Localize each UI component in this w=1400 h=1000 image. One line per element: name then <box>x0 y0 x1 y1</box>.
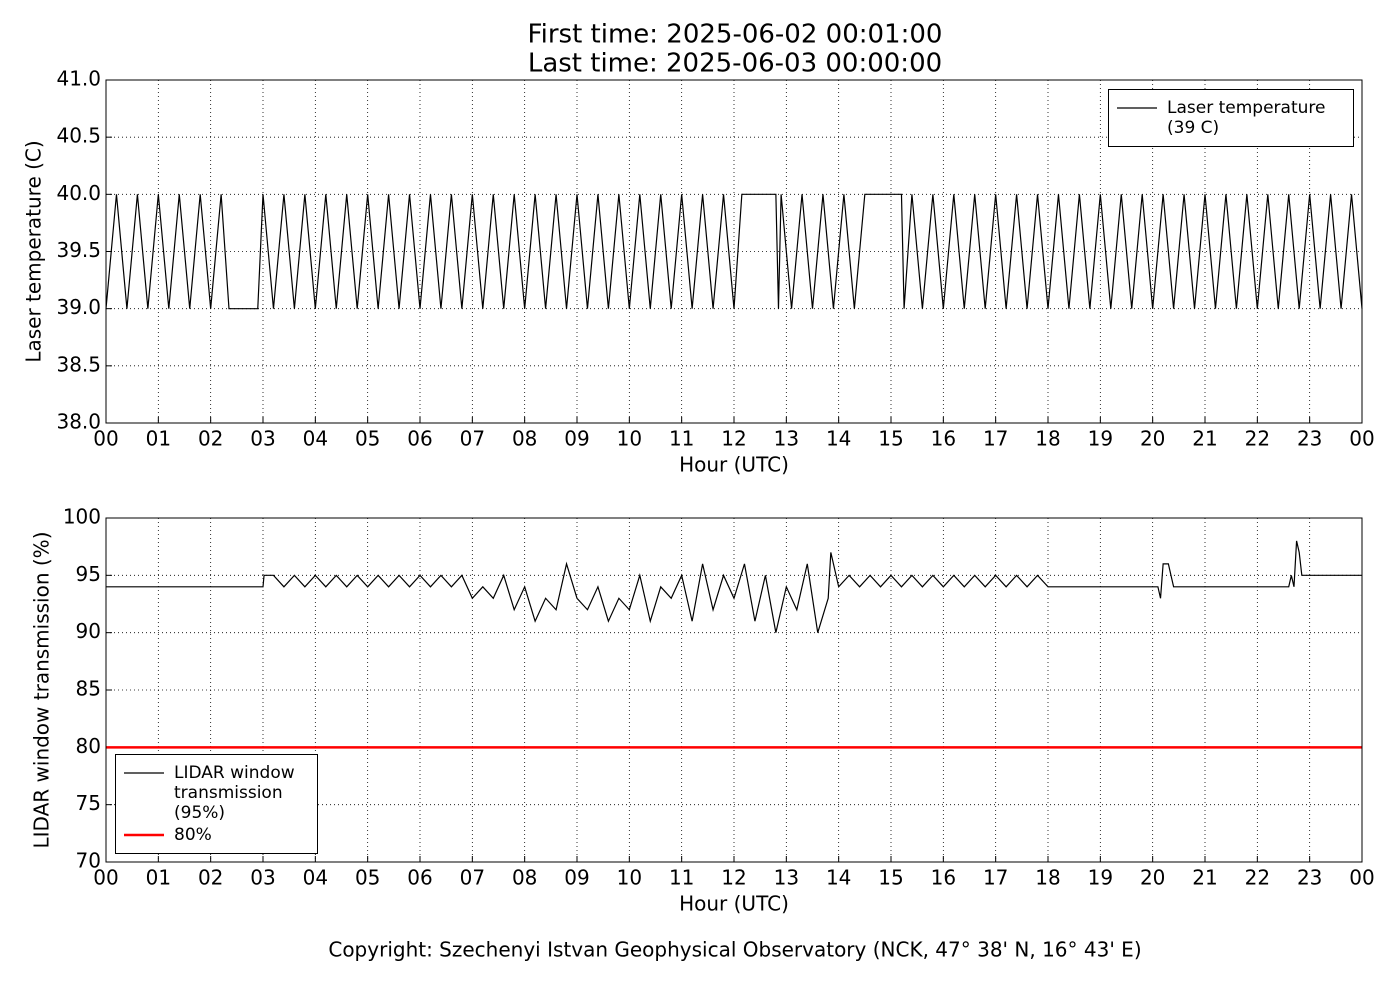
x-tick-label: 01 <box>146 866 171 890</box>
y-tick-label: 80 <box>76 734 101 758</box>
legend-swatch <box>124 833 164 837</box>
y-tick-label: 38.5 <box>56 352 101 376</box>
x-tick-label: 02 <box>198 866 223 890</box>
x-tick-label: 21 <box>1192 427 1217 451</box>
y-tick-label: 40.5 <box>56 124 101 148</box>
y-tick-label: 39.5 <box>56 238 101 262</box>
x-tick-label: 17 <box>983 866 1008 890</box>
x-tick-label: 02 <box>198 427 223 451</box>
x-tick-label: 19 <box>1088 866 1113 890</box>
x-tick-label: 14 <box>826 427 851 451</box>
legend: LIDAR window transmission (95%) 80% <box>115 754 318 854</box>
x-tick-label: 12 <box>721 427 746 451</box>
legend-entry: 80% <box>124 825 309 845</box>
legend-entry: Laser temperature (39 C) <box>1117 98 1345 138</box>
x-tick-label: 15 <box>878 427 903 451</box>
y-tick-label: 38.0 <box>56 410 101 434</box>
x-tick-label: 13 <box>774 866 799 890</box>
legend-label: Laser temperature (39 C) <box>1167 98 1326 138</box>
y-tick-label: 95 <box>76 562 101 586</box>
x-tick-label: 07 <box>460 427 485 451</box>
x-tick-label: 00 <box>1349 866 1374 890</box>
x-tick-label: 07 <box>460 866 485 890</box>
x-tick-label: 17 <box>983 427 1008 451</box>
x-tick-label: 16 <box>931 866 956 890</box>
y-tick-label: 70 <box>76 849 101 873</box>
x-tick-label: 15 <box>878 866 903 890</box>
x-axis-label: Hour (UTC) <box>679 453 789 477</box>
y-tick-label: 39.0 <box>56 295 101 319</box>
data-line <box>106 540 1362 633</box>
x-tick-label: 23 <box>1297 866 1322 890</box>
x-tick-label: 19 <box>1088 427 1113 451</box>
y-tick-label: 75 <box>76 791 101 815</box>
y-tick-label: 85 <box>76 677 101 701</box>
x-tick-label: 14 <box>826 866 851 890</box>
x-tick-label: 00 <box>93 866 118 890</box>
x-tick-label: 11 <box>669 866 694 890</box>
x-tick-label: 08 <box>512 866 537 890</box>
x-tick-label: 18 <box>1035 866 1060 890</box>
x-tick-label: 22 <box>1245 866 1270 890</box>
title-line: Last time: 2025-06-03 00:00:00 <box>528 49 942 79</box>
x-tick-label: 20 <box>1140 427 1165 451</box>
x-tick-label: 01 <box>146 427 171 451</box>
footer: Copyright: Szechenyi Istvan Geophysical … <box>328 938 1141 962</box>
x-axis-label: Hour (UTC) <box>679 892 789 916</box>
x-tick-label: 09 <box>564 866 589 890</box>
x-tick-label: 13 <box>774 427 799 451</box>
plot-frame <box>105 79 1363 424</box>
y-axis-label: Laser temperature (C) <box>22 140 46 362</box>
x-tick-label: 10 <box>617 427 642 451</box>
x-tick-label: 23 <box>1297 427 1322 451</box>
legend-entry: LIDAR window transmission (95%) <box>124 763 309 823</box>
x-tick-label: 11 <box>669 427 694 451</box>
y-axis-label: LIDAR window transmission (%) <box>30 532 54 849</box>
x-tick-label: 06 <box>407 427 432 451</box>
y-tick-label: 40.0 <box>56 181 101 205</box>
x-tick-label: 22 <box>1245 427 1270 451</box>
x-tick-label: 10 <box>617 866 642 890</box>
y-tick-label: 41.0 <box>56 67 101 91</box>
legend-swatch <box>124 772 164 774</box>
x-tick-label: 18 <box>1035 427 1060 451</box>
x-tick-label: 04 <box>303 866 328 890</box>
x-tick-label: 08 <box>512 427 537 451</box>
legend-label: LIDAR window transmission (95%) <box>174 763 295 823</box>
x-tick-label: 12 <box>721 866 746 890</box>
title-line: First time: 2025-06-02 00:01:00 <box>528 20 943 50</box>
x-tick-label: 05 <box>355 866 380 890</box>
x-tick-label: 16 <box>931 427 956 451</box>
x-tick-label: 00 <box>93 427 118 451</box>
x-tick-label: 04 <box>303 427 328 451</box>
legend-label: 80% <box>174 825 212 845</box>
legend: Laser temperature (39 C) <box>1108 89 1354 147</box>
legend-swatch <box>1117 107 1157 109</box>
x-tick-label: 21 <box>1192 866 1217 890</box>
x-tick-label: 03 <box>250 427 275 451</box>
y-tick-label: 90 <box>76 619 101 643</box>
x-tick-label: 00 <box>1349 427 1374 451</box>
x-tick-label: 09 <box>564 427 589 451</box>
y-tick-label: 100 <box>63 505 101 529</box>
plot-frame <box>105 517 1363 863</box>
x-tick-label: 05 <box>355 427 380 451</box>
x-tick-label: 03 <box>250 866 275 890</box>
data-line <box>105 193 1363 310</box>
x-tick-label: 20 <box>1140 866 1165 890</box>
x-tick-label: 06 <box>407 866 432 890</box>
